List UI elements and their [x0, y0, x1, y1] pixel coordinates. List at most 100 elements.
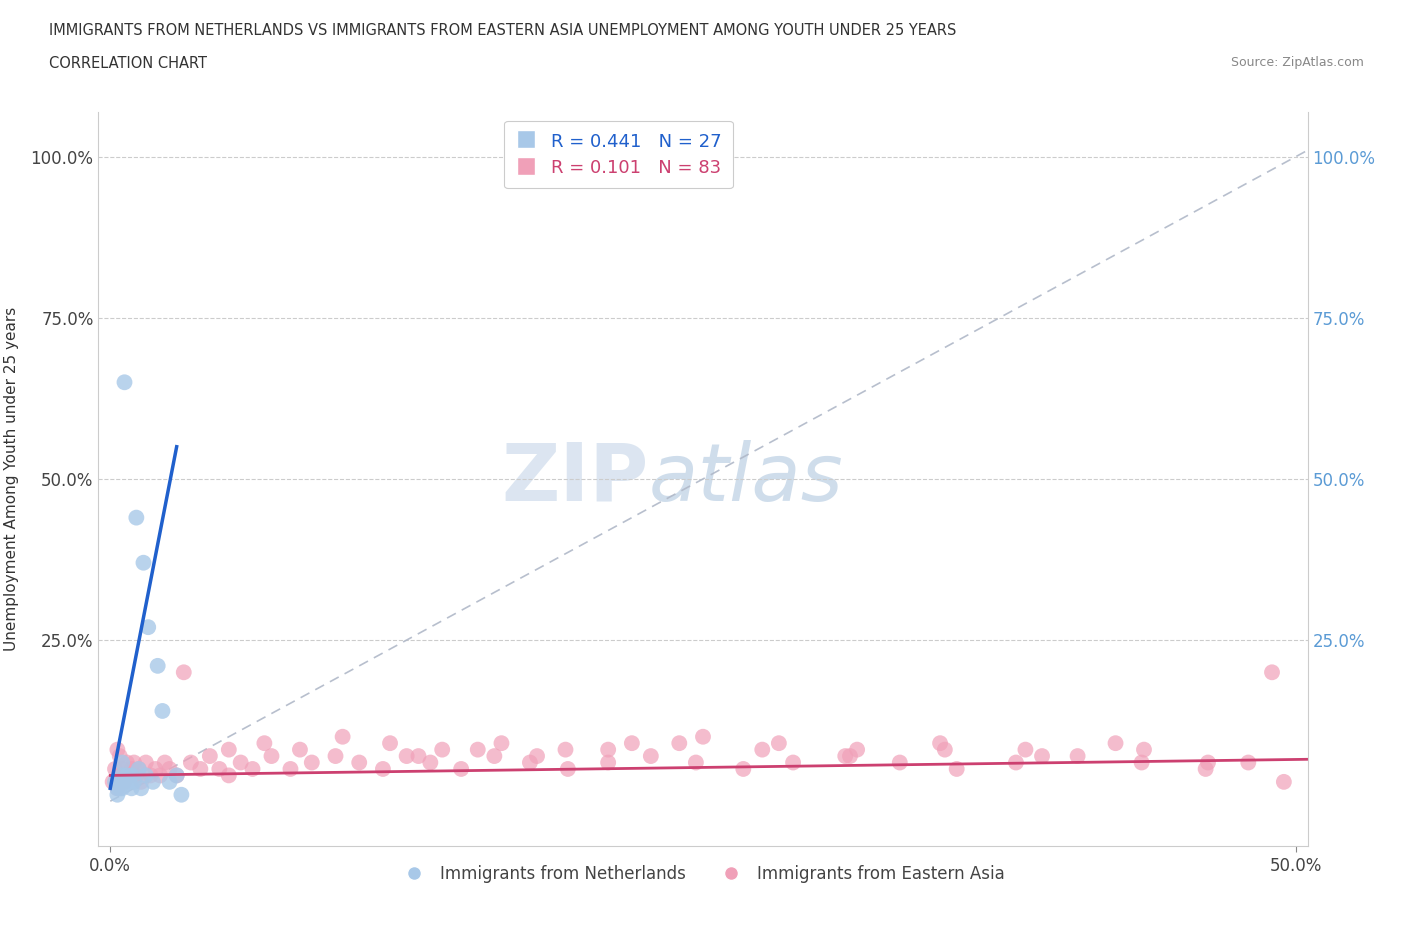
Text: CORRELATION CHART: CORRELATION CHART — [49, 56, 207, 71]
Point — [166, 768, 188, 783]
Y-axis label: Unemployment Among Youth under 25 years: Unemployment Among Youth under 25 years — [4, 307, 20, 651]
Point — [598, 742, 620, 757]
Point — [180, 755, 202, 770]
Point — [733, 762, 755, 777]
Point — [129, 781, 152, 796]
Point — [142, 775, 165, 790]
Point — [668, 736, 690, 751]
Point — [301, 755, 323, 770]
Point — [170, 788, 193, 803]
Point — [432, 742, 454, 757]
Point — [152, 703, 174, 718]
Point — [1130, 755, 1153, 770]
Point — [125, 511, 148, 525]
Point — [229, 755, 252, 770]
Point — [450, 762, 472, 777]
Point — [122, 775, 145, 790]
Point — [620, 736, 643, 751]
Point — [105, 742, 128, 757]
Text: atlas: atlas — [648, 440, 844, 518]
Point — [526, 749, 548, 764]
Point — [834, 749, 856, 764]
Point — [685, 755, 707, 770]
Point — [1104, 736, 1126, 751]
Text: ZIP: ZIP — [502, 440, 648, 518]
Point — [371, 762, 394, 777]
Point — [101, 775, 124, 790]
Point — [104, 762, 127, 777]
Point — [115, 755, 138, 770]
Point — [121, 762, 143, 777]
Point — [1272, 775, 1295, 790]
Point — [108, 749, 131, 764]
Point — [1005, 755, 1028, 770]
Point — [159, 775, 181, 790]
Point — [111, 768, 134, 783]
Point — [122, 755, 145, 770]
Point — [945, 762, 967, 777]
Point — [751, 742, 773, 757]
Point — [640, 749, 662, 764]
Point — [104, 775, 127, 790]
Point — [114, 375, 136, 390]
Point — [111, 755, 134, 770]
Point — [598, 755, 620, 770]
Point — [135, 768, 157, 783]
Point — [218, 768, 240, 783]
Point — [118, 775, 141, 790]
Point — [280, 762, 302, 777]
Point — [108, 775, 131, 790]
Point — [208, 762, 231, 777]
Point — [143, 762, 166, 777]
Point — [105, 781, 128, 796]
Point — [491, 736, 513, 751]
Point — [111, 781, 134, 796]
Point — [108, 768, 131, 783]
Point — [1014, 742, 1036, 757]
Point — [253, 736, 276, 751]
Point — [768, 736, 790, 751]
Point — [467, 742, 489, 757]
Point — [378, 736, 401, 751]
Point — [135, 755, 157, 770]
Point — [132, 555, 155, 570]
Point — [554, 742, 576, 757]
Point — [325, 749, 347, 764]
Point — [159, 762, 181, 777]
Point — [1261, 665, 1284, 680]
Point — [166, 768, 188, 783]
Point — [121, 768, 143, 783]
Point — [108, 781, 131, 796]
Point — [332, 729, 354, 744]
Point — [260, 749, 283, 764]
Point — [242, 762, 264, 777]
Point — [1197, 755, 1219, 770]
Point — [408, 749, 430, 764]
Point — [136, 619, 159, 634]
Point — [484, 749, 506, 764]
Point — [114, 775, 136, 790]
Point — [347, 755, 370, 770]
Point — [889, 755, 911, 770]
Point — [129, 775, 152, 790]
Point — [1194, 762, 1216, 777]
Point — [395, 749, 418, 764]
Point — [114, 775, 136, 790]
Point — [1237, 755, 1260, 770]
Point — [149, 768, 172, 783]
Point — [153, 755, 176, 770]
Point — [118, 768, 141, 783]
Point — [121, 781, 143, 796]
Point — [1031, 749, 1053, 764]
Point — [198, 749, 221, 764]
Point — [1066, 749, 1088, 764]
Point — [692, 729, 714, 744]
Point — [288, 742, 311, 757]
Point — [929, 736, 952, 751]
Point — [139, 768, 162, 783]
Point — [105, 781, 128, 796]
Point — [105, 788, 128, 803]
Point — [190, 762, 212, 777]
Point — [111, 762, 134, 777]
Point — [419, 755, 441, 770]
